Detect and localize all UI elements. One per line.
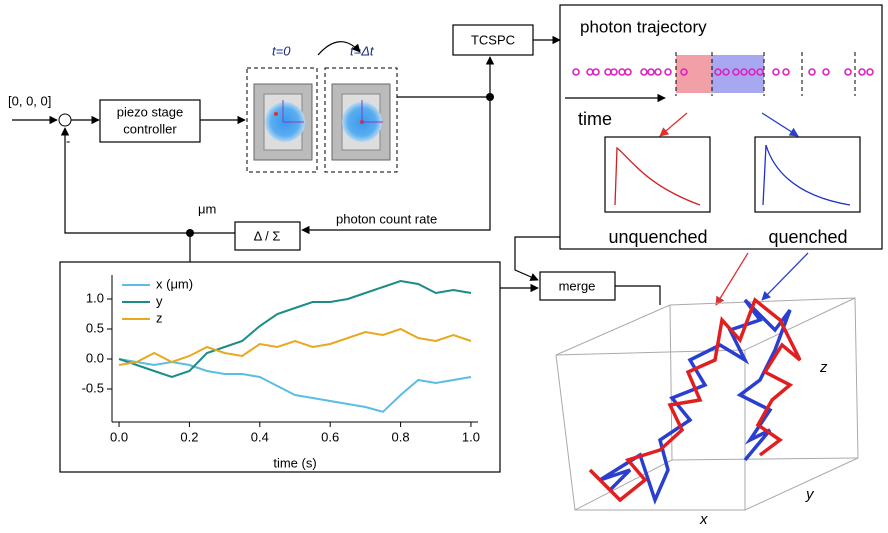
y-tick-label: 0.5 bbox=[86, 320, 104, 335]
decay-plot bbox=[755, 137, 860, 212]
sum-node bbox=[59, 114, 71, 126]
legend-label: z bbox=[156, 310, 163, 325]
wire bbox=[615, 286, 660, 305]
y-tick-label: -0.5 bbox=[82, 380, 104, 395]
axis-label: x bbox=[699, 511, 708, 528]
x-tick-label: 1.0 bbox=[462, 429, 480, 444]
x-tick-label: 0.0 bbox=[110, 429, 128, 444]
axis-label: y bbox=[805, 486, 815, 503]
count-rate-label: photon count rate bbox=[336, 211, 437, 226]
time-label: time bbox=[578, 109, 612, 129]
ratio-label: Δ / Σ bbox=[254, 228, 281, 243]
unquenched-label: unquenched bbox=[608, 227, 707, 247]
trajectory-title: photon trajectory bbox=[580, 17, 707, 36]
frame-label: t=0 bbox=[272, 43, 291, 58]
arrow bbox=[762, 253, 808, 300]
legend-label: x (μm) bbox=[156, 276, 193, 291]
arrow bbox=[65, 128, 235, 233]
trajectory bbox=[590, 300, 800, 500]
y-tick-label: 1.0 bbox=[86, 290, 104, 305]
stage-frame bbox=[247, 68, 317, 172]
x-tick-label: 0.6 bbox=[321, 429, 339, 444]
y-tick-label: 0.0 bbox=[86, 350, 104, 365]
controller-label: controller bbox=[123, 121, 177, 136]
setpoint: [0, 0, 0] bbox=[8, 93, 51, 108]
merge-label: merge bbox=[559, 278, 596, 293]
quenched-label: quenched bbox=[768, 227, 847, 247]
controller-label: piezo stage bbox=[117, 104, 184, 119]
minus-sign: - bbox=[66, 133, 70, 148]
legend-label: y bbox=[156, 293, 163, 308]
tcspc-label: TCSPC bbox=[471, 32, 515, 47]
decay-plot bbox=[605, 137, 710, 212]
axis-label: z bbox=[819, 359, 828, 376]
arrow bbox=[716, 253, 748, 305]
stage-frame bbox=[325, 68, 397, 172]
x-axis-label: time (s) bbox=[273, 455, 316, 470]
x-tick-label: 0.8 bbox=[392, 429, 410, 444]
x-tick-label: 0.2 bbox=[180, 429, 198, 444]
x-tick-label: 0.4 bbox=[251, 429, 269, 444]
arrow bbox=[302, 97, 490, 230]
unit-label: μm bbox=[198, 201, 216, 216]
diagram: [0, 0, 0] - piezo stage controller t=0 t… bbox=[0, 0, 888, 533]
